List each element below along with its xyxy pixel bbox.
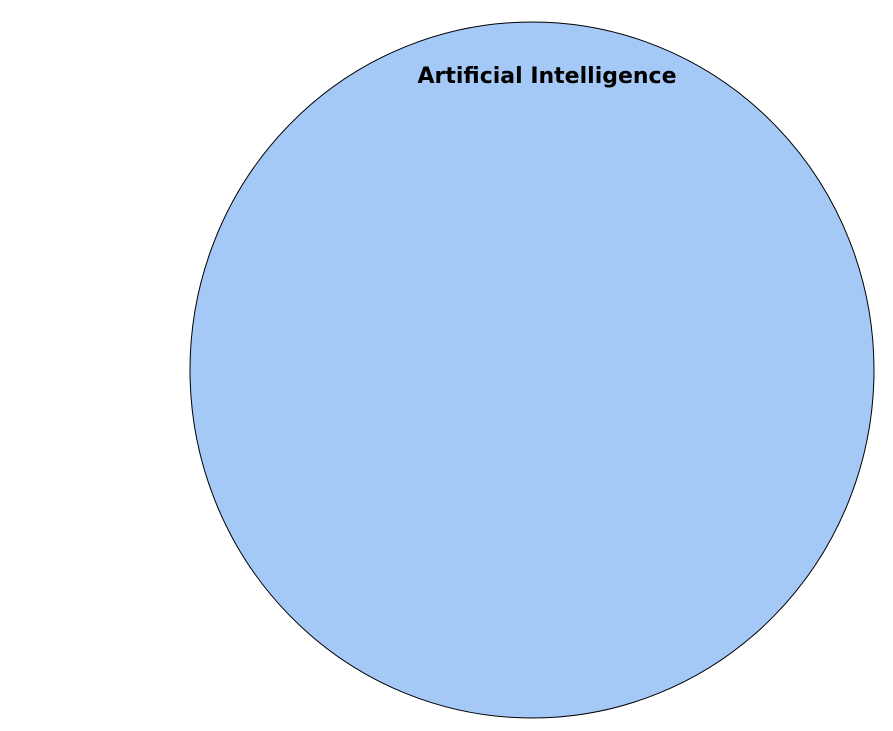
artificial-intelligence-circle <box>189 21 875 719</box>
artificial-intelligence-label: Artificial Intelligence <box>417 64 676 89</box>
